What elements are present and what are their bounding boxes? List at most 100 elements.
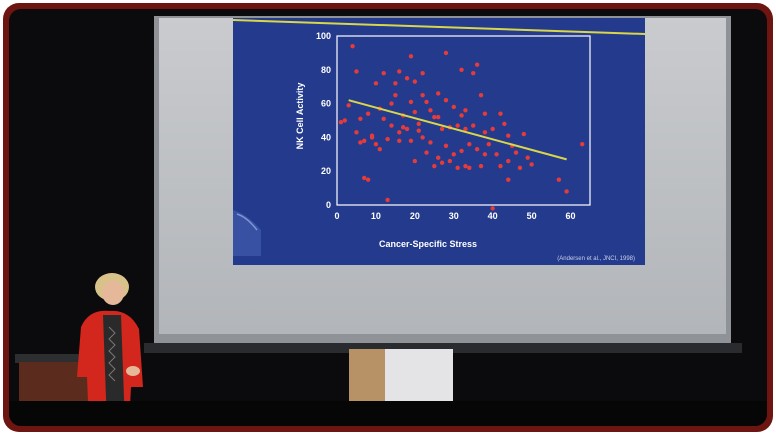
- data-point: [455, 165, 460, 171]
- data-point: [502, 121, 507, 127]
- auditorium-stage: 0 20 40 60 80 100 0 10 20 30 40 50 60 NK Cell Activi…: [9, 9, 767, 426]
- slide-logo-stroke: [236, 213, 258, 231]
- data-point: [451, 104, 456, 110]
- data-point: [424, 99, 429, 105]
- presentation-slide: 0 20 40 60 80 100 0 10 20 30 40 50 60 NK Cell Activi…: [233, 18, 645, 265]
- y-tick-label: 20: [321, 166, 331, 176]
- data-point: [420, 135, 425, 140]
- speaker-pattern: [108, 326, 116, 382]
- data-point: [459, 113, 464, 118]
- data-point: [424, 150, 429, 155]
- photo-frame: 0 20 40 60 80 100 0 10 20 30 40 50 60 NK Cell Activi…: [3, 3, 773, 432]
- data-point: [443, 50, 449, 56]
- data-point: [556, 177, 562, 182]
- data-point: [436, 91, 441, 96]
- data-point: [350, 43, 355, 49]
- slide-top-rule: [233, 19, 645, 35]
- data-point: [408, 138, 414, 143]
- data-point: [455, 123, 460, 128]
- x-tick-label: 10: [371, 211, 381, 221]
- data-point: [478, 92, 484, 98]
- data-point: [400, 125, 406, 130]
- data-point: [369, 135, 375, 140]
- data-point: [408, 54, 414, 59]
- data-point: [459, 67, 464, 72]
- data-point: [564, 189, 569, 194]
- x-tick-label: 40: [488, 211, 498, 221]
- data-point: [358, 116, 363, 122]
- data-point: [474, 62, 480, 67]
- data-point: [432, 114, 437, 120]
- data-point: [420, 70, 425, 76]
- data-point: [439, 126, 445, 132]
- data-point: [420, 92, 425, 98]
- data-point: [377, 147, 383, 152]
- data-point: [471, 123, 476, 128]
- x-tick-label: 0: [334, 211, 339, 221]
- data-point: [498, 163, 503, 169]
- screen-bottom-bar: [144, 343, 742, 353]
- data-point: [342, 118, 347, 123]
- data-point: [517, 165, 523, 171]
- data-point: [498, 111, 503, 116]
- data-point: [354, 130, 359, 135]
- data-point: [373, 81, 379, 86]
- data-point: [385, 136, 390, 142]
- data-point: [365, 177, 371, 182]
- data-point: [521, 131, 527, 137]
- data-point: [385, 197, 390, 203]
- y-tick-label: 100: [316, 31, 331, 41]
- data-point: [408, 99, 414, 105]
- y-tick-label: 60: [321, 99, 331, 109]
- data-point: [436, 155, 441, 160]
- data-point: [482, 152, 488, 157]
- plot-frame: [336, 35, 591, 206]
- data-point: [482, 130, 488, 135]
- data-point: [459, 148, 464, 154]
- data-point: [467, 141, 472, 147]
- slide-logo-icon: [233, 210, 261, 256]
- data-point: [404, 126, 410, 132]
- x-tick-label: 20: [410, 211, 420, 221]
- data-point: [443, 98, 449, 103]
- x-tick-label: 60: [566, 211, 576, 221]
- data-point: [513, 150, 519, 155]
- data-point: [478, 163, 484, 169]
- data-point: [404, 76, 410, 81]
- data-point: [381, 116, 386, 122]
- data-point: [490, 206, 495, 211]
- data-point: [471, 70, 476, 76]
- data-point: [463, 126, 468, 132]
- x-tick-label: 50: [527, 211, 537, 221]
- data-point: [490, 126, 495, 132]
- data-point: [451, 152, 456, 157]
- data-point: [506, 133, 511, 138]
- data-point: [397, 69, 402, 74]
- stage-floor: [9, 401, 767, 426]
- slide-citation: (Andersen et al., JNCI, 1998): [557, 256, 635, 262]
- data-point: [428, 140, 433, 145]
- data-point: [494, 152, 499, 157]
- data-point: [393, 81, 398, 86]
- data-point: [525, 155, 530, 160]
- data-point: [354, 69, 359, 74]
- data-point: [463, 108, 468, 113]
- data-point: [474, 147, 480, 152]
- x-tick-label: 30: [449, 211, 459, 221]
- speaker-face: [102, 281, 124, 305]
- data-point: [346, 103, 351, 108]
- chart-y-label: NK Cell Activity: [295, 83, 305, 150]
- data-point: [432, 163, 437, 169]
- trend-line: [348, 99, 567, 161]
- data-point: [416, 128, 421, 133]
- data-point: [467, 165, 472, 171]
- data-point: [486, 141, 491, 147]
- data-point: [393, 92, 398, 98]
- data-point: [428, 108, 433, 113]
- data-point: [338, 119, 344, 125]
- data-point: [412, 79, 418, 84]
- data-point: [580, 141, 585, 147]
- scatter-chart: 0 20 40 60 80 100 0 10 20 30 40 50 60 NK Cell Activi…: [233, 19, 645, 256]
- lectern-top: [15, 354, 105, 363]
- data-point: [463, 163, 468, 169]
